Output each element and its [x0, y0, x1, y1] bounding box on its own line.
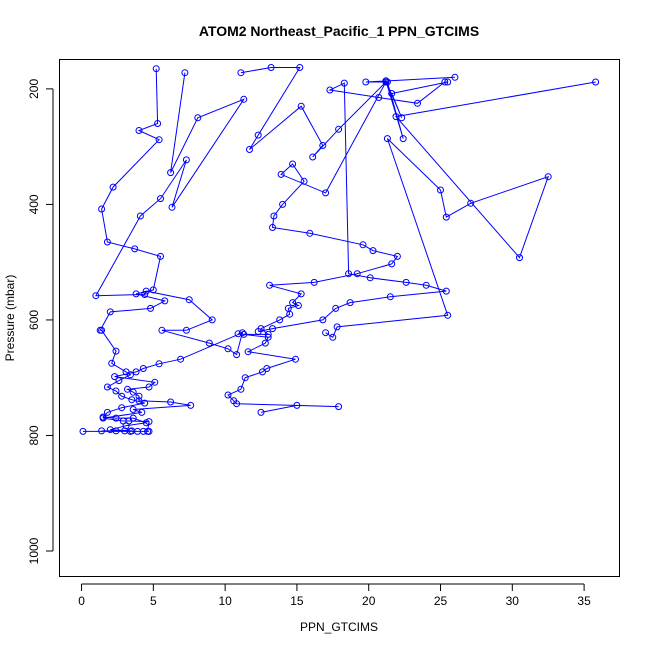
- chart-title: ATOM2 Northeast_Pacific_1 PPN_GTCIMS: [199, 23, 479, 39]
- series-line: [326, 82, 596, 337]
- y-tick-label: 400: [27, 194, 41, 214]
- x-tick-label: 35: [577, 594, 591, 608]
- plot-frame: [60, 60, 620, 577]
- x-tick-label: 10: [218, 594, 232, 608]
- y-tick-label: 800: [27, 425, 41, 445]
- x-tick-label: 15: [290, 594, 304, 608]
- y-axis-label: Pressure (mbar): [3, 275, 17, 362]
- y-tick-label: 1000: [27, 537, 41, 564]
- x-axis: 0 5 10 15 20 25 30 35: [78, 584, 591, 608]
- data-marks: [80, 65, 599, 435]
- series-line: [83, 69, 165, 432]
- x-tick-label: 30: [506, 594, 520, 608]
- x-tick-label: 0: [78, 594, 85, 608]
- x-tick-label: 20: [362, 594, 376, 608]
- x-tick-label: 5: [150, 594, 157, 608]
- y-axis: 200 400 600 800 1000: [27, 79, 53, 565]
- series-line: [258, 77, 455, 331]
- y-tick-label: 200: [27, 79, 41, 99]
- x-axis-label: PPN_GTCIMS: [300, 620, 378, 634]
- y-tick-label: 600: [27, 310, 41, 330]
- x-tick-label: 25: [434, 594, 448, 608]
- series-line: [228, 68, 397, 413]
- series-line: [96, 73, 244, 432]
